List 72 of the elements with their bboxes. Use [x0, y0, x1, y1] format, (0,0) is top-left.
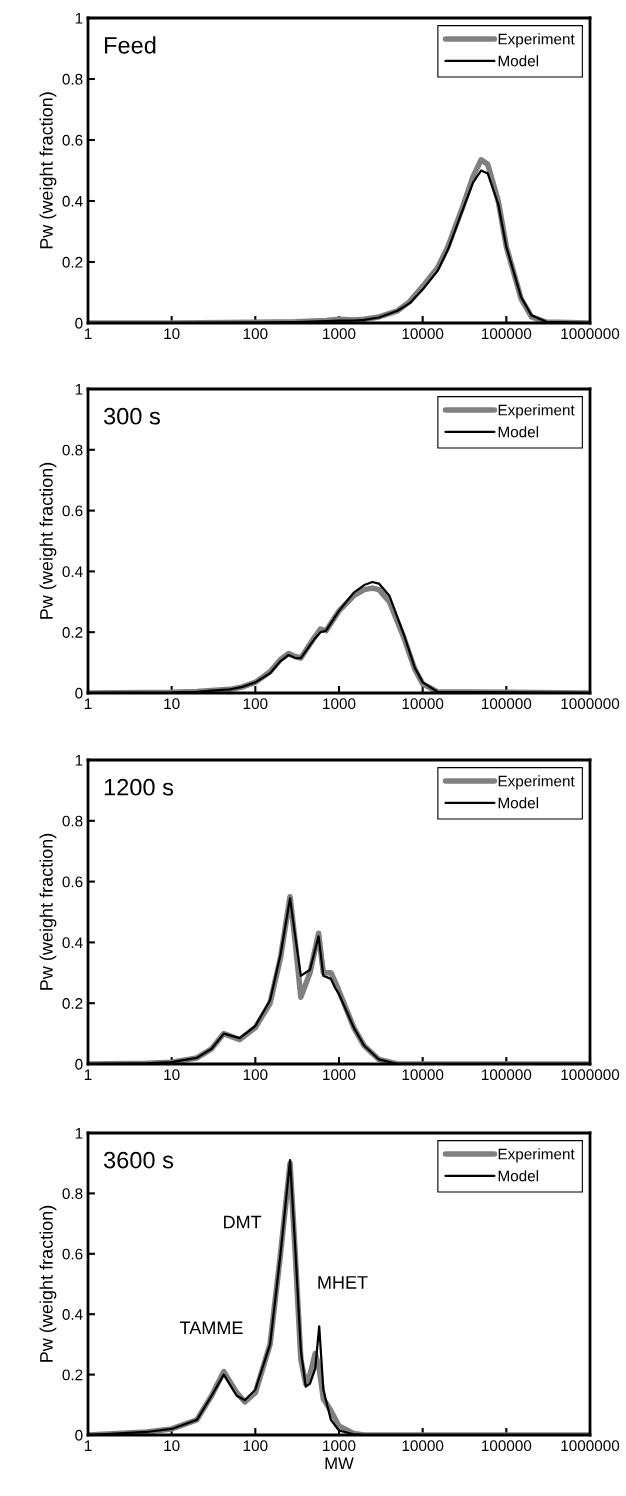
y-tick-label: 0.2 — [62, 1369, 83, 1381]
y-tick-label: 0.8 — [62, 73, 83, 85]
y-tick-label: 0 — [75, 317, 83, 329]
x-tick-label: 1000000 — [561, 328, 620, 340]
legend-label: Experiment — [498, 1148, 575, 1163]
y-tick-label: 1 — [75, 755, 83, 766]
legend-label: Experiment — [498, 775, 575, 790]
x-tick-label: 1000 — [323, 1440, 356, 1452]
x-tick-label: 10 — [164, 698, 180, 710]
x-tick-label: 100000 — [482, 1069, 532, 1081]
x-tick-label: 10000 — [402, 328, 444, 340]
text: Feed — [105, 36, 156, 54]
x-tick-label: 1 — [84, 1440, 92, 1451]
y-tick-label: 0.2 — [62, 256, 83, 268]
x-tick-label: 100 — [243, 1069, 268, 1081]
y-axis-title: Pw (weight fraction) — [39, 92, 57, 249]
y-tick-label: 0.8 — [62, 815, 83, 827]
annotation: DMT — [224, 1215, 262, 1229]
y-tick-label: 0.6 — [62, 505, 83, 517]
text: 300 s — [103, 407, 160, 425]
x-tick-label: 100000 — [482, 698, 532, 710]
y-tick-label: 0.8 — [62, 444, 83, 456]
y-tick-label: 1 — [75, 384, 83, 395]
legend-label: Experiment — [498, 33, 575, 48]
y-tick-label: 0.4 — [62, 1309, 83, 1320]
y-tick-label: 0.4 — [62, 937, 83, 949]
x-tick-label: 1000000 — [561, 1440, 620, 1452]
y-tick-label: 1 — [75, 1128, 83, 1139]
y-tick-label: 0.6 — [62, 876, 83, 888]
legend-label: Model — [498, 426, 539, 438]
annotation: TAMME — [179, 1321, 243, 1334]
y-tick-label: 0.8 — [62, 1188, 83, 1200]
y-tick-label: 0 — [75, 1058, 83, 1070]
x-tick-label: 100000 — [482, 328, 532, 340]
x-tick-label: 100 — [243, 1440, 268, 1452]
x-tick-label: 100 — [243, 328, 268, 340]
x-tick-label: 100000 — [482, 1440, 532, 1452]
text: 1200 s — [104, 778, 174, 796]
x-tick-label: 10000 — [402, 1069, 444, 1081]
annotation: MHET — [318, 1276, 368, 1289]
y-tick-label: 0.4 — [62, 566, 83, 578]
legend-label: Model — [498, 1170, 539, 1182]
y-tick-label: 0 — [75, 1429, 83, 1441]
x-tick-label: 10 — [164, 1069, 180, 1081]
x-tick-label: 1000 — [323, 1069, 356, 1081]
y-tick-label: 0.2 — [62, 627, 83, 638]
x-tick-label: 10 — [164, 328, 180, 340]
x-tick-label: 1000000 — [561, 1069, 620, 1081]
legend-label: Model — [498, 55, 539, 67]
legend-label: Experiment — [498, 404, 575, 419]
y-tick-label: 0.2 — [62, 998, 83, 1009]
x-tick-label: 1000 — [323, 698, 356, 710]
x-tick-label: 1 — [84, 328, 92, 339]
y-tick-label: 0.6 — [62, 134, 83, 146]
y-tick-label: 1 — [75, 13, 83, 24]
x-tick-label: 10 — [164, 1440, 180, 1452]
text: 3600 s — [103, 1151, 174, 1169]
x-tick-label: 1000000 — [561, 698, 620, 710]
y-axis-title: Pw (weight fraction) — [39, 462, 57, 619]
x-axis-title: MW — [325, 1457, 354, 1469]
x-tick-label: 1 — [84, 1069, 92, 1080]
y-axis-title: Pw (weight fraction) — [39, 1205, 57, 1362]
y-tick-label: 0.4 — [62, 195, 83, 207]
y-tick-label: 0 — [75, 687, 83, 699]
x-tick-label: 1000 — [323, 328, 356, 340]
x-tick-label: 100 — [243, 698, 268, 710]
y-axis-title: Pw (weight fraction) — [39, 833, 57, 990]
x-tick-label: 10000 — [402, 1440, 444, 1452]
legend-label: Model — [498, 797, 539, 809]
x-tick-label: 1 — [84, 698, 92, 709]
y-tick-label: 0.6 — [62, 1248, 83, 1260]
x-tick-label: 10000 — [402, 698, 444, 710]
